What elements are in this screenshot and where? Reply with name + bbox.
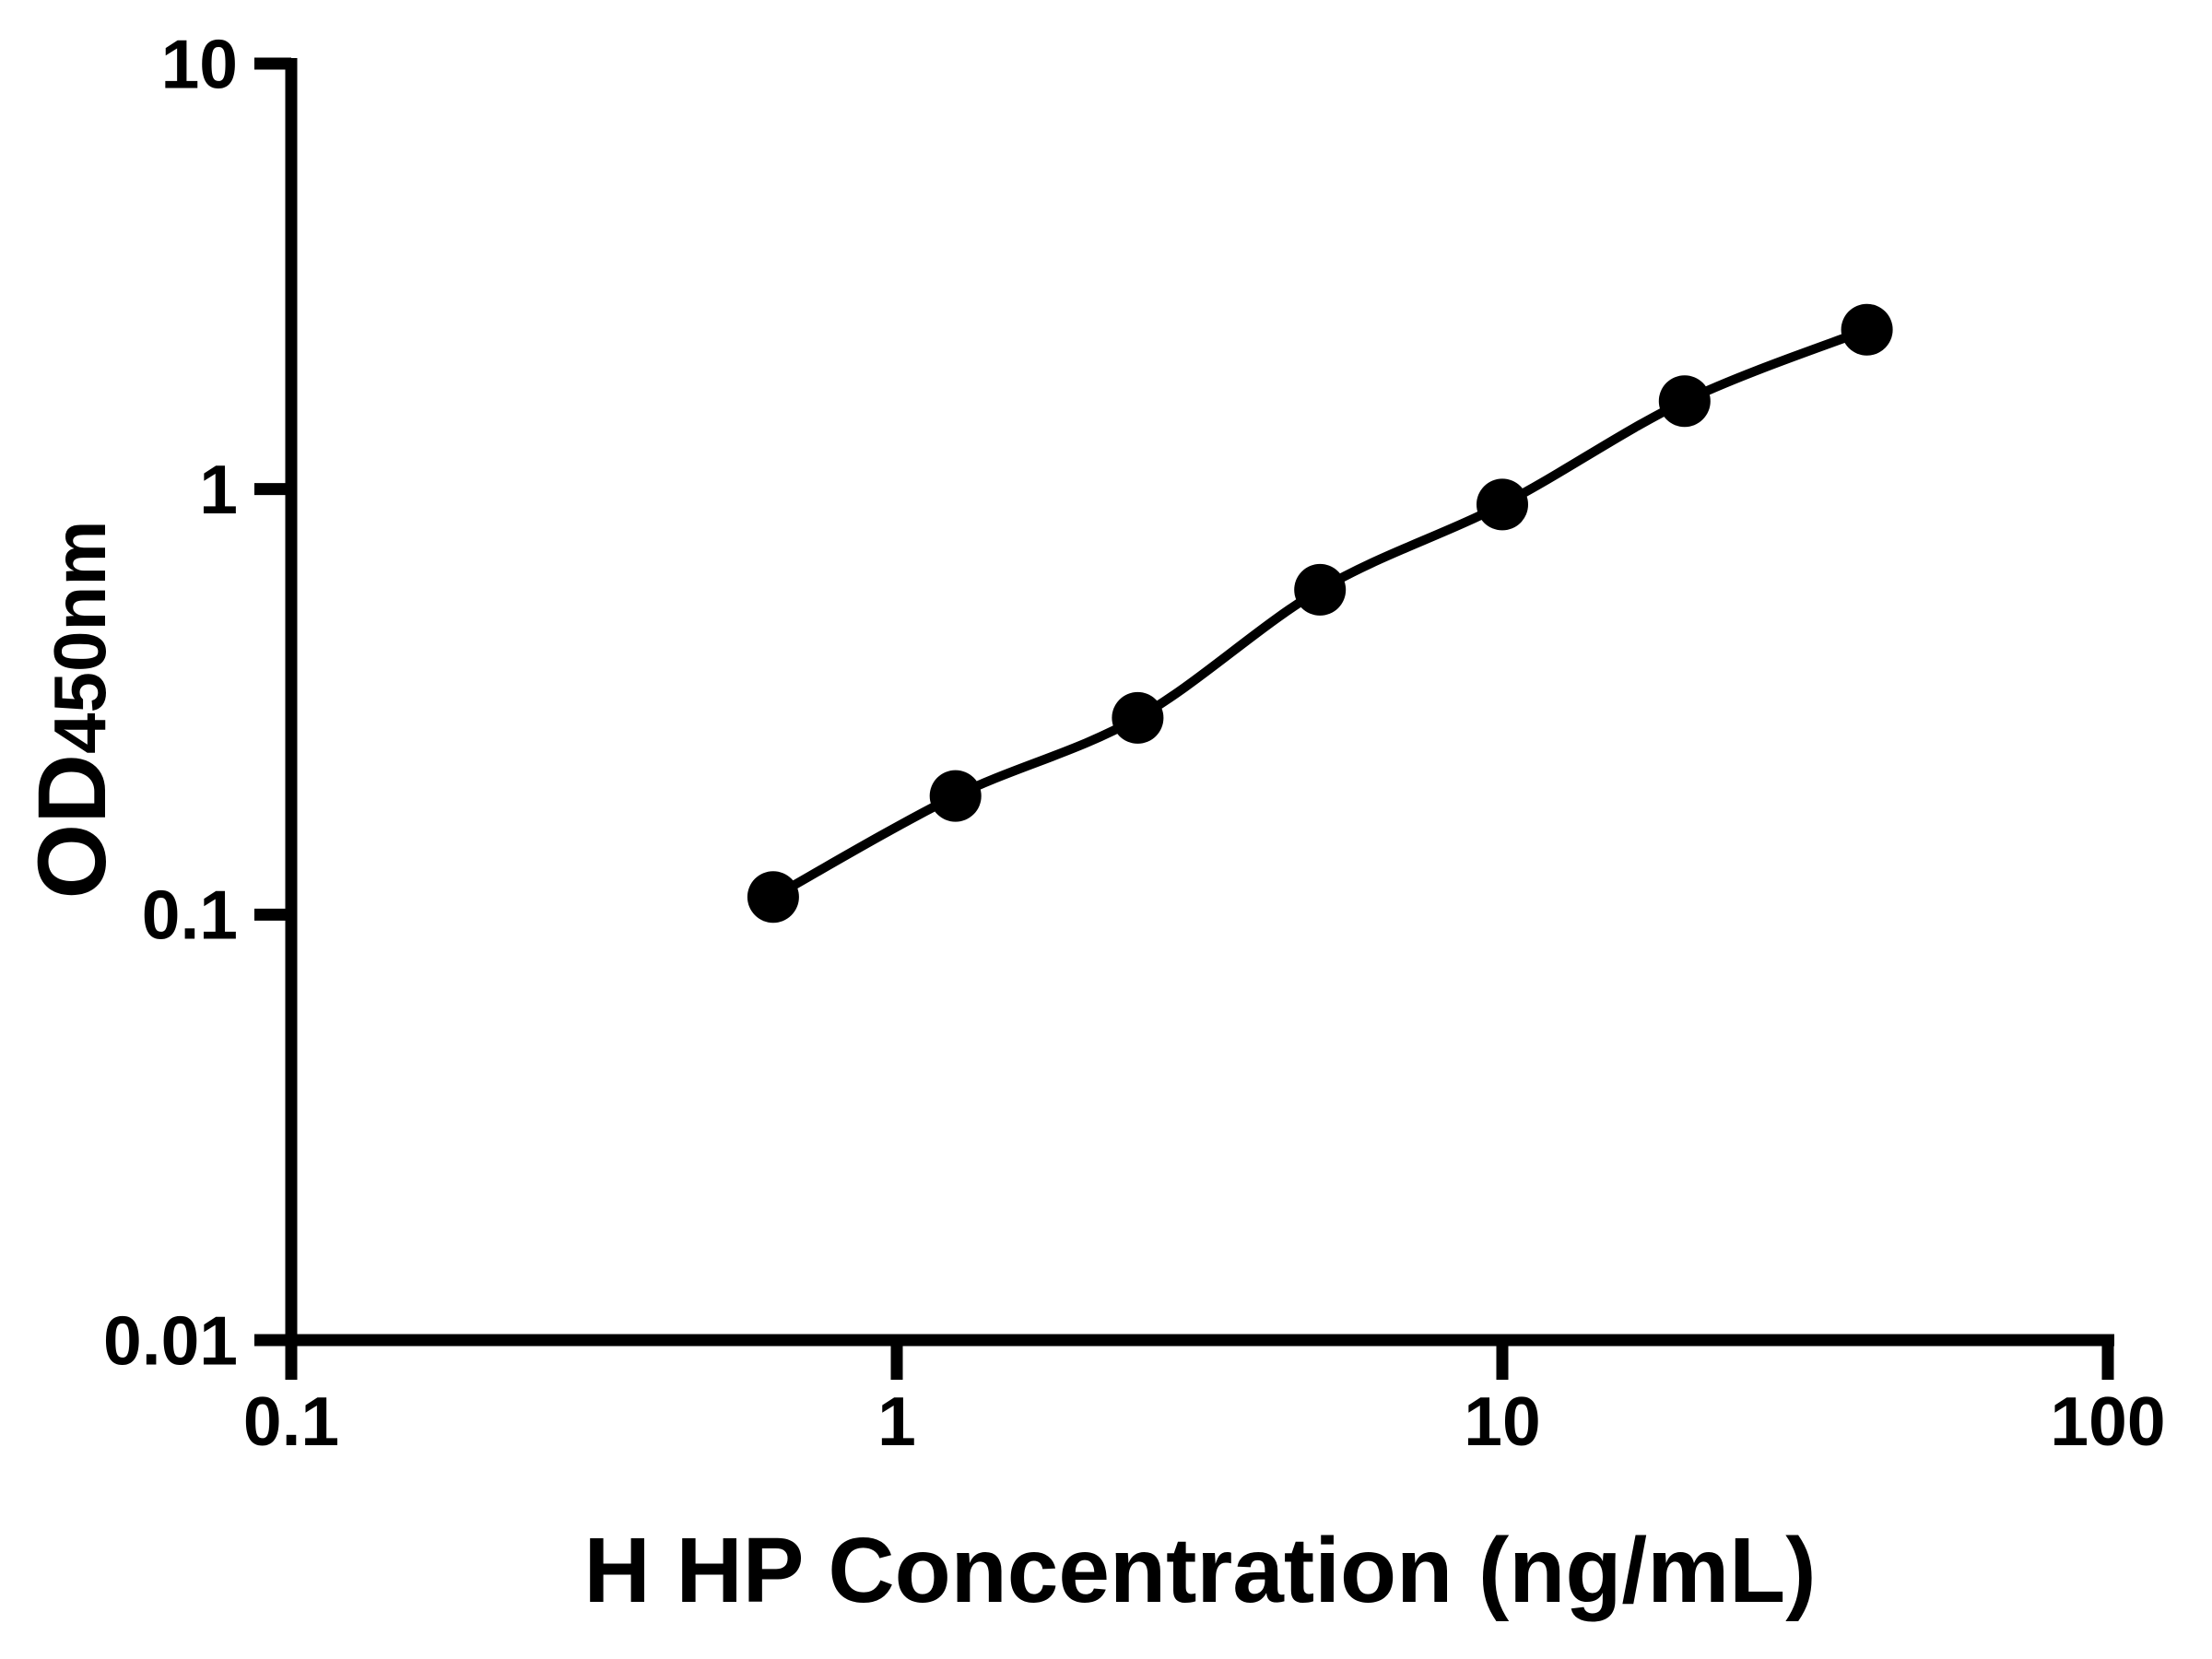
y-tick-label: 10 <box>161 25 238 102</box>
data-point <box>1658 375 1711 428</box>
x-tick-label: 10 <box>1464 1382 1540 1460</box>
data-series <box>747 303 1893 924</box>
series-points <box>747 303 1893 924</box>
x-axis-title: H HP Concentration (ng/mL) <box>583 1519 1816 1622</box>
y-tick-label: 0.1 <box>142 877 238 954</box>
data-point <box>929 770 982 822</box>
data-point <box>1112 691 1164 744</box>
y-axis-tick-labels: 0.01 0.1 1 10 <box>103 25 238 1379</box>
x-axis-ticks <box>285 1340 2114 1380</box>
data-point <box>1841 303 1893 356</box>
data-point <box>747 871 799 924</box>
y-tick-label: 1 <box>199 451 238 528</box>
x-axis-tick-labels: 0.1 1 10 100 <box>243 1382 2166 1460</box>
x-tick-label: 0.1 <box>243 1382 339 1460</box>
x-tick-label: 1 <box>877 1382 916 1460</box>
x-axis: 0.1 1 10 100 H HP Concentration (ng/mL) <box>243 1334 2166 1622</box>
y-tick-label: 0.01 <box>103 1301 238 1379</box>
x-tick-label: 100 <box>2050 1382 2165 1460</box>
y-axis: 0.01 0.1 1 10 OD450nm <box>18 25 298 1379</box>
data-point <box>1477 478 1528 531</box>
y-axis-title-main: OD <box>18 754 126 900</box>
data-point <box>1294 563 1347 616</box>
y-axis-title: OD450nm <box>18 521 126 900</box>
y-axis-title-sub: 450nm <box>39 521 121 754</box>
